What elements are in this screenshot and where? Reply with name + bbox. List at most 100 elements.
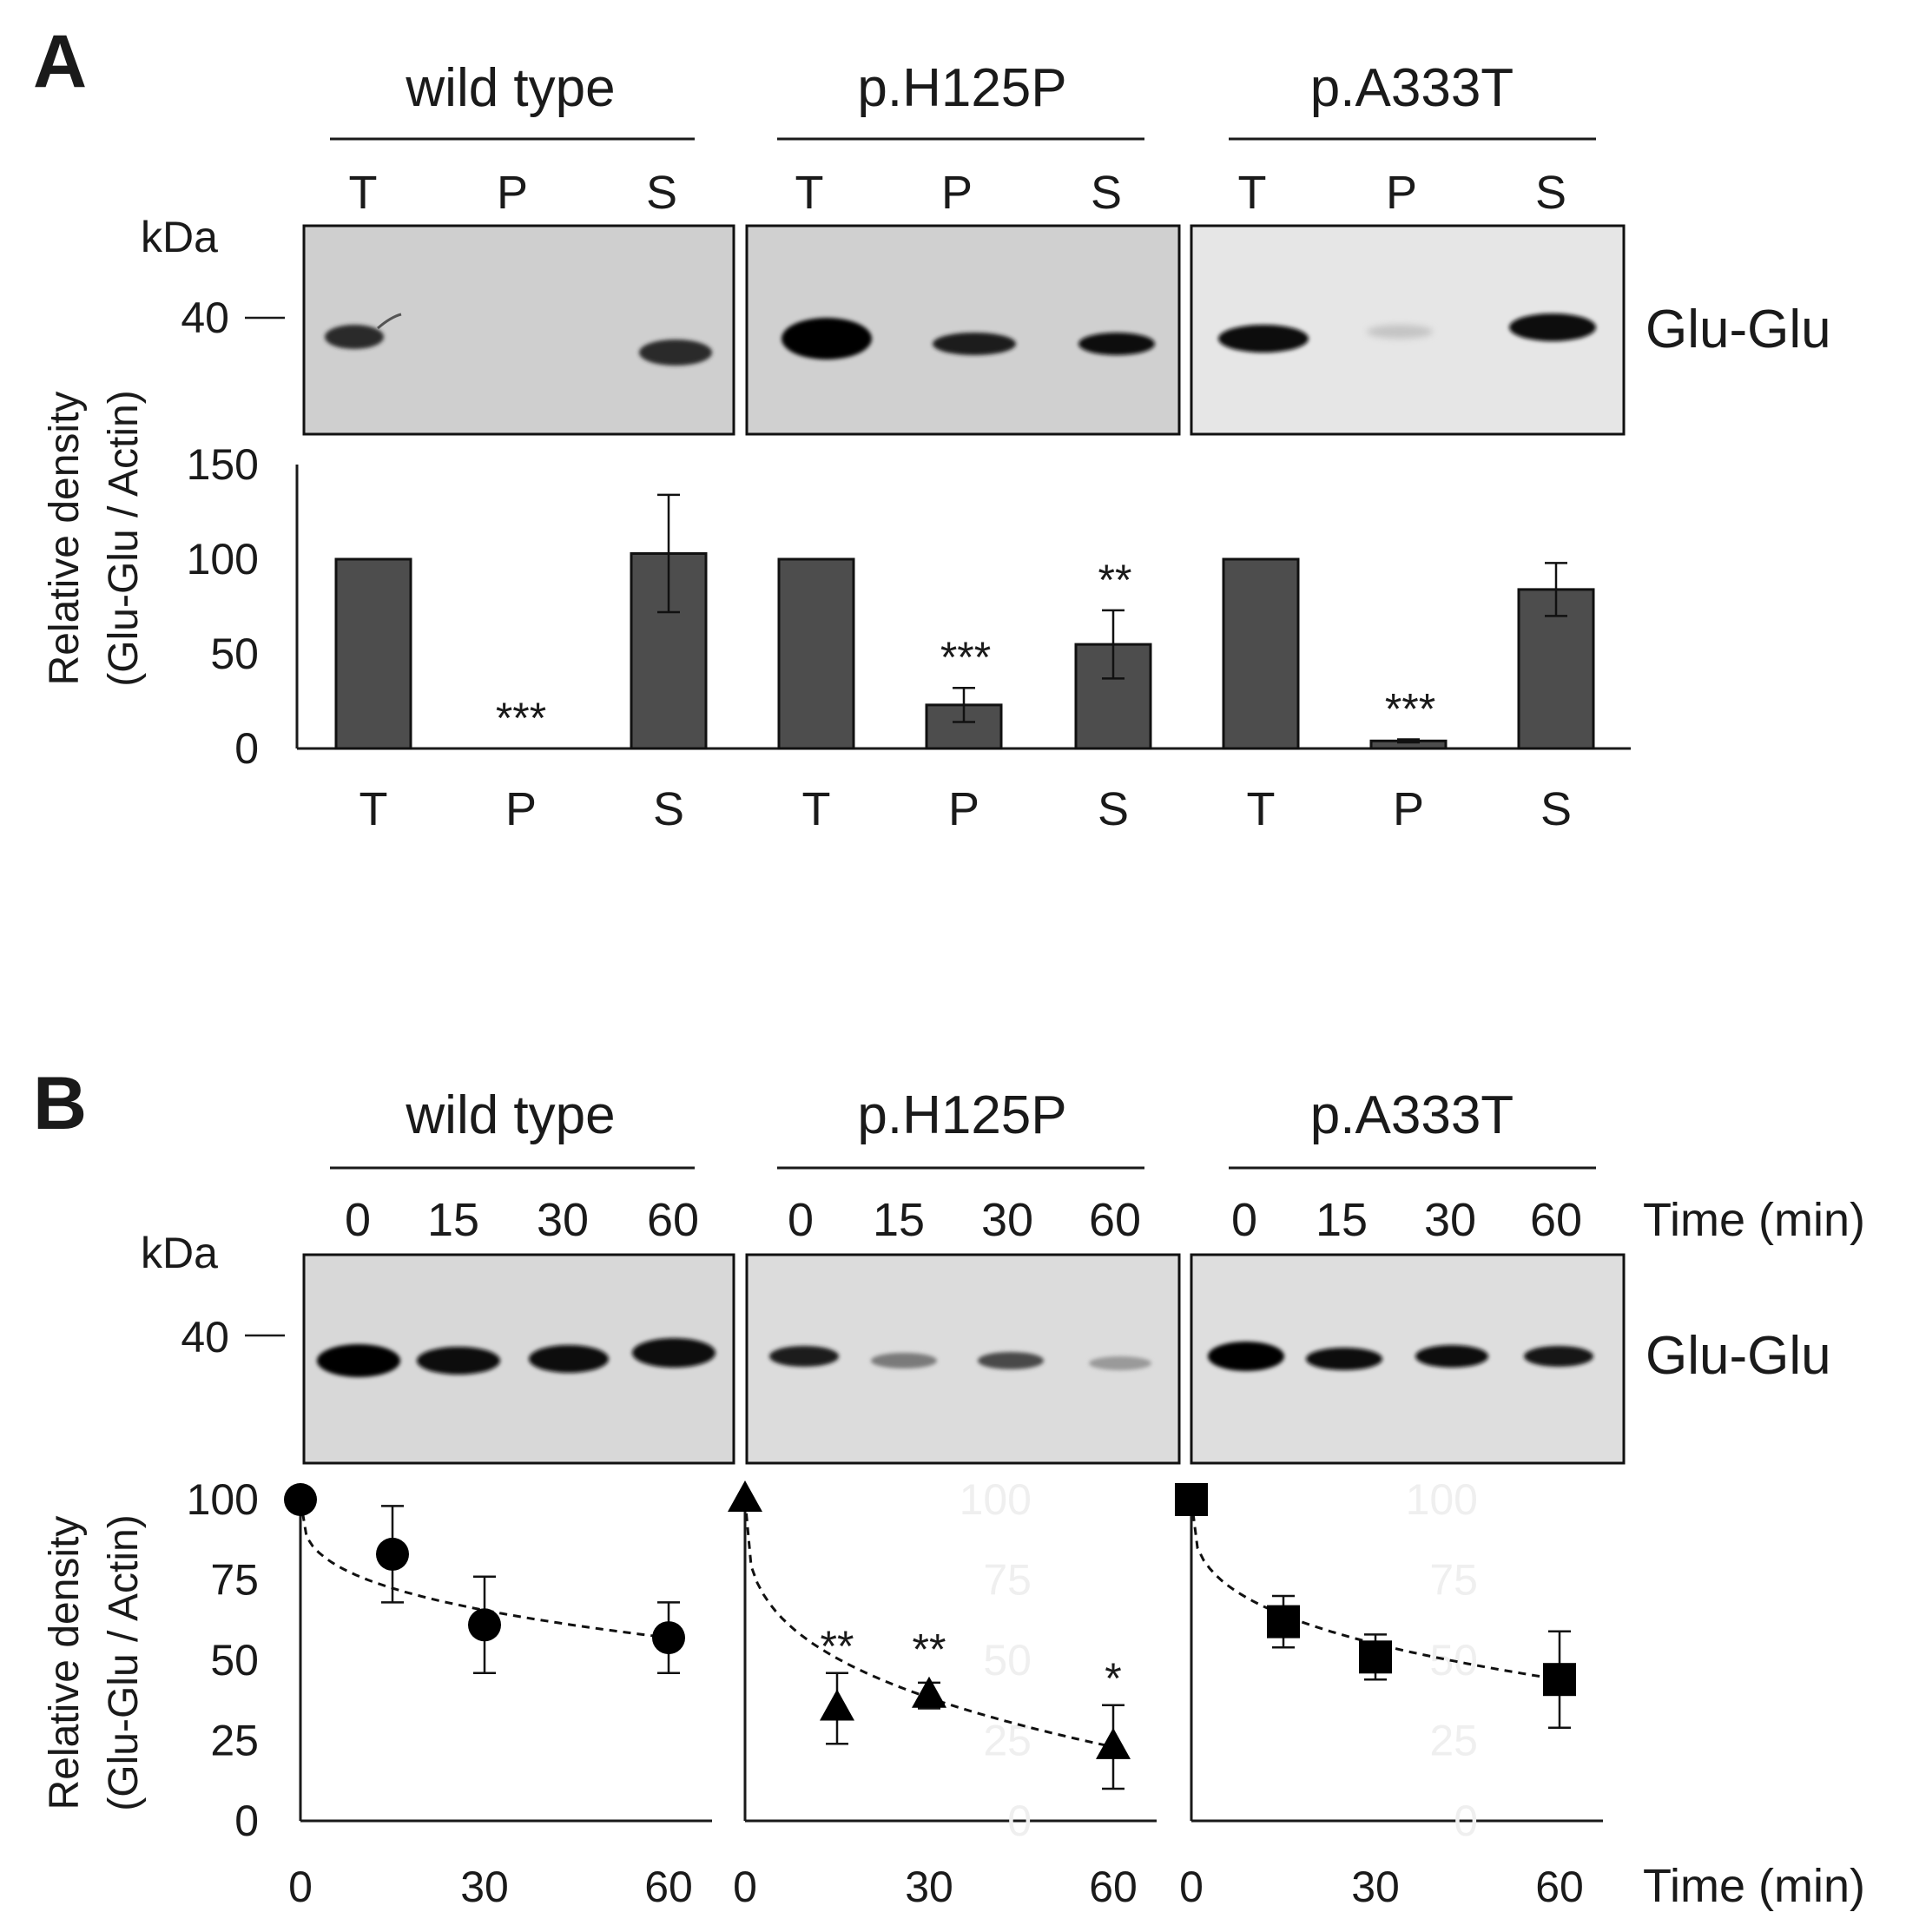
time-lane-labels: 0 15 30 60 0 15 30 60 0 15 30 60 [345,1194,1582,1246]
group-title-a333t: p.A333T [1310,58,1514,118]
bar-significance-label: *** [940,633,991,682]
scatter-point-triangle [728,1480,762,1512]
scatter-xtick-label: 30 [1351,1863,1400,1911]
scatter-point-square [1267,1605,1300,1639]
scatter-faint-tick-label: 0 [1007,1797,1032,1845]
band-wt-s [639,340,712,366]
bar-chart-ytick-label: 0 [234,724,259,773]
western-blot-a [302,224,1626,436]
marker-40-b: 40 [181,1313,229,1362]
bar-chart-a: Relative density (Glu-Glu / Actin) 0 50 10… [42,390,1631,835]
scatter-faint-tick-label: 50 [983,1636,1032,1685]
band-b-wt-30 [529,1345,609,1373]
bar-chart-ylabel-line2: (Glu-Glu / Actin) [101,390,147,686]
bar-significance-label: ** [1098,556,1132,604]
time-lane-label: 0 [345,1194,371,1246]
scatter-point-circle [284,1483,317,1516]
band-b-h125p-15 [871,1353,937,1368]
time-lane-label: 30 [981,1194,1033,1246]
panel-b: B wild type p.H125P p.A333T 0 15 30 60 0 15 30… [33,1062,1865,1912]
scatter-chart-b: Relative density (Glu-Glu / Actin) Time … [42,1475,1865,1912]
bar-chart-xtick-label: P [505,783,537,835]
bar-chart-xtick-label: S [1098,783,1129,835]
bar-chart-xtick-label: S [1540,783,1572,835]
band-b-a333t-15 [1306,1348,1382,1370]
panel-b-letter: B [33,1062,87,1145]
bar-chart-xtick-label: P [948,783,979,835]
band-wt-t-smear [377,313,402,330]
bar [1074,643,1152,750]
scatter-faint-tick-label: 100 [960,1475,1032,1524]
bar-chart-ytick-label: 50 [210,630,259,678]
band-b-wt-15 [417,1347,500,1375]
scatter-significance-label: * [1105,1654,1121,1703]
scatter-ytick-label: 50 [210,1636,259,1685]
bar [1222,557,1300,750]
bar-chart-ylabel-line1: Relative density [42,392,88,686]
lane-label-top-h125p-p: P [941,167,973,219]
kda-label-b: kDa [141,1229,218,1277]
scatter-xtick-label: 30 [905,1863,953,1911]
band-b-h125p-60 [1089,1356,1151,1370]
scatter-point-triangle [820,1689,854,1721]
time-lane-label: 0 [1231,1194,1257,1246]
group-title-b-h125p: p.H125P [857,1085,1066,1145]
scatter-xtick-label: 60 [1535,1863,1584,1911]
band-h125p-t [782,318,872,359]
bar-chart-xtick-label: S [653,783,684,835]
band-b-wt-60 [632,1338,716,1368]
time-lane-label: 30 [537,1194,589,1246]
bar-chart-xtick-label: T [1247,783,1276,835]
marker-40-a: 40 [181,293,229,342]
group-title-h125p: p.H125P [857,58,1066,118]
scatter-point-square [1359,1640,1392,1674]
scatter-faint-tick-label: 75 [1429,1556,1478,1605]
scatter-point-triangle [1096,1727,1131,1759]
time-lane-label: 60 [1089,1194,1141,1246]
band-label-b: Glu-Glu [1645,1326,1831,1386]
scatter-significance-label: ** [913,1625,946,1674]
band-a333t-t [1218,325,1309,353]
band-label-a: Glu-Glu [1645,300,1831,359]
band-b-a333t-30 [1415,1345,1488,1368]
bar-chart-ytick-label: 100 [187,535,259,584]
lane-label-top-wt-p: P [497,167,528,219]
scatter-xtick-label: 60 [1089,1863,1138,1911]
band-a333t-p [1367,325,1433,339]
time-lane-label: 60 [1530,1194,1582,1246]
bar-significance-label: *** [496,694,546,742]
scatter-ytick-label: 0 [234,1797,259,1845]
scatter-xtick-label: 0 [733,1863,757,1911]
scatter-ylabel-line1: Relative density [42,1516,88,1810]
scatter-point-square [1175,1483,1208,1516]
lane-label-top-a333t-p: P [1386,167,1417,219]
bar-chart-xtick-label: T [359,783,388,835]
scatter-xtick-label: 60 [644,1863,693,1911]
group-title-wild-type: wild type [405,58,615,118]
scatter-xtick-label: 0 [288,1863,313,1911]
band-h125p-p [933,333,1016,355]
panel-a-letter: A [33,20,87,103]
scatter-faint-tick-label: 100 [1406,1475,1478,1524]
bar-chart-ytick-label: 150 [187,440,259,489]
scatter-faint-tick-label: 0 [1454,1797,1478,1845]
band-b-a333t-0 [1208,1342,1284,1371]
bar-chart-xtick-label: T [802,783,831,835]
band-wt-t [325,325,384,349]
time-lane-label: 15 [427,1194,479,1246]
bar [334,557,412,750]
kda-label-a: kDa [141,213,218,261]
bar-chart-xtick-label: P [1393,783,1424,835]
lane-label-top-h125p-s: S [1091,167,1122,219]
scatter-trend-line [743,1499,1114,1749]
scatter-faint-tick-label: 25 [983,1717,1032,1765]
scatter-ylabel-line2: (Glu-Glu / Actin) [101,1514,147,1810]
band-a333t-s [1509,313,1596,341]
scatter-xlabel: Time (min) [1643,1860,1865,1912]
scatter-significance-label: ** [821,1622,854,1671]
scatter-xtick-label: 30 [460,1863,509,1911]
time-lane-label: 30 [1424,1194,1476,1246]
band-b-a333t-60 [1524,1346,1593,1367]
band-h125p-s [1078,333,1155,355]
